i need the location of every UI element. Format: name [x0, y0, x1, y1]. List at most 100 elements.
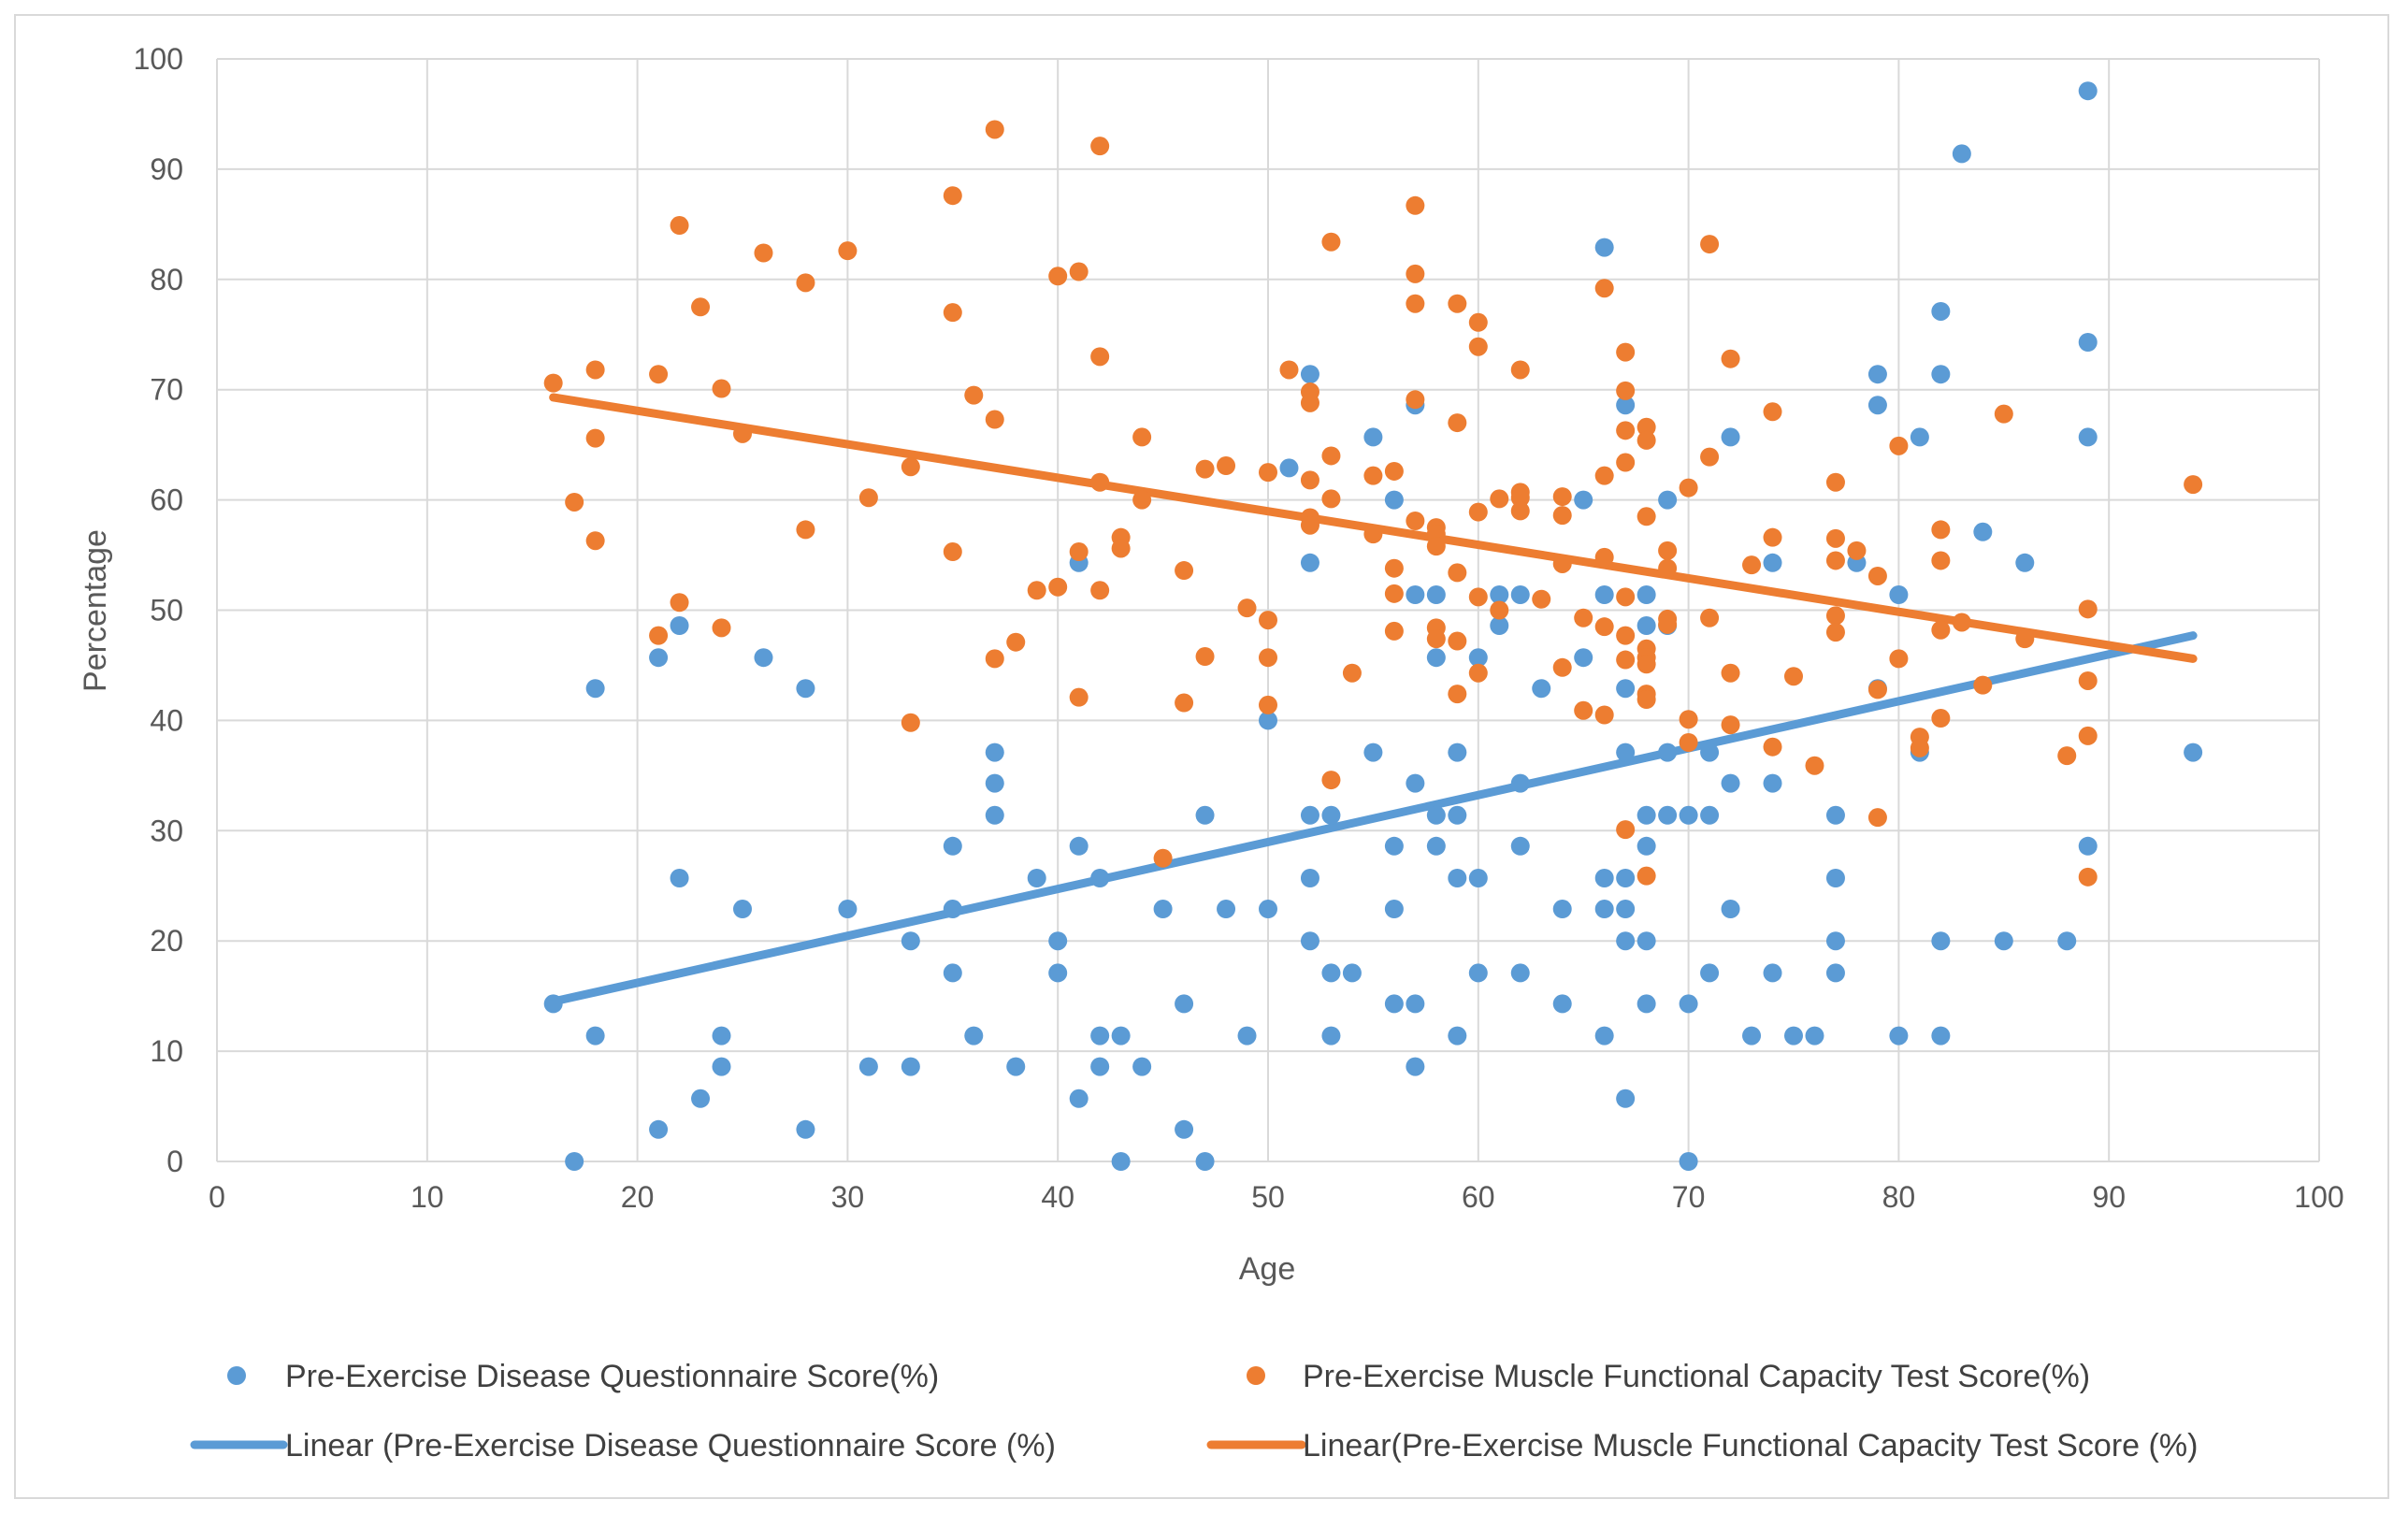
legend-item-disease-questionnaire[interactable]: Pre-Exercise Disease Questionnaire Score… [227, 1359, 939, 1394]
point-muscle-capacity[interactable] [1594, 279, 1614, 298]
point-disease-questionnaire[interactable] [649, 648, 669, 668]
point-muscle-capacity[interactable] [1384, 621, 1404, 641]
point-muscle-capacity[interactable] [1616, 381, 1636, 400]
point-disease-questionnaire[interactable] [1658, 805, 1678, 825]
point-disease-questionnaire[interactable] [1321, 805, 1341, 825]
point-disease-questionnaire[interactable] [1490, 616, 1509, 636]
point-disease-questionnaire[interactable] [1321, 963, 1341, 983]
point-muscle-capacity[interactable] [1867, 680, 1887, 699]
point-muscle-capacity[interactable] [1363, 525, 1383, 544]
point-muscle-capacity[interactable] [1175, 693, 1194, 713]
point-muscle-capacity[interactable] [985, 120, 1004, 139]
point-muscle-capacity[interactable] [1237, 598, 1257, 618]
point-muscle-capacity[interactable] [1384, 558, 1404, 578]
point-muscle-capacity[interactable] [2057, 746, 2077, 766]
point-disease-questionnaire[interactable] [1406, 773, 1425, 793]
point-disease-questionnaire[interactable] [1300, 805, 1319, 825]
point-muscle-capacity[interactable] [1027, 581, 1046, 600]
point-muscle-capacity[interactable] [1637, 866, 1656, 886]
point-disease-questionnaire[interactable] [1448, 743, 1467, 762]
point-disease-questionnaire[interactable] [1195, 1152, 1215, 1171]
point-muscle-capacity[interactable] [1259, 463, 1277, 483]
point-muscle-capacity[interactable] [1637, 507, 1656, 526]
point-muscle-capacity[interactable] [1259, 611, 1277, 630]
point-muscle-capacity[interactable] [1069, 687, 1089, 707]
point-disease-questionnaire[interactable] [1616, 900, 1636, 919]
point-muscle-capacity[interactable] [1574, 608, 1593, 627]
point-disease-questionnaire[interactable] [1426, 805, 1446, 825]
point-muscle-capacity[interactable] [1552, 554, 1572, 573]
point-muscle-capacity[interactable] [1700, 447, 1720, 467]
point-disease-questionnaire[interactable] [1658, 490, 1678, 510]
point-disease-questionnaire[interactable] [1721, 427, 1740, 447]
point-muscle-capacity[interactable] [1363, 466, 1383, 485]
point-muscle-capacity[interactable] [1069, 262, 1089, 281]
point-muscle-capacity[interactable] [1574, 700, 1593, 720]
point-disease-questionnaire[interactable] [1090, 868, 1110, 887]
point-disease-questionnaire[interactable] [649, 1119, 669, 1139]
point-muscle-capacity[interactable] [1090, 347, 1110, 367]
point-muscle-capacity[interactable] [1931, 551, 1951, 570]
point-disease-questionnaire[interactable] [2078, 427, 2098, 447]
point-disease-questionnaire[interactable] [1552, 900, 1572, 919]
point-muscle-capacity[interactable] [1510, 501, 1530, 521]
point-disease-questionnaire[interactable] [2078, 836, 2098, 856]
point-muscle-capacity[interactable] [1616, 820, 1636, 840]
point-muscle-capacity[interactable] [1259, 695, 1277, 714]
point-disease-questionnaire[interactable] [1300, 931, 1319, 951]
point-muscle-capacity[interactable] [943, 303, 962, 323]
point-disease-questionnaire[interactable] [1825, 931, 1845, 951]
point-disease-questionnaire[interactable] [1153, 900, 1173, 919]
point-disease-questionnaire[interactable] [1490, 584, 1509, 604]
point-muscle-capacity[interactable] [1448, 631, 1467, 651]
point-disease-questionnaire[interactable] [1448, 805, 1467, 825]
point-muscle-capacity[interactable] [1406, 512, 1425, 531]
point-disease-questionnaire[interactable] [1195, 805, 1215, 825]
point-muscle-capacity[interactable] [1742, 555, 1762, 575]
point-muscle-capacity[interactable] [670, 216, 689, 236]
point-disease-questionnaire[interactable] [1700, 743, 1720, 762]
point-muscle-capacity[interactable] [712, 618, 731, 638]
point-disease-questionnaire[interactable] [1552, 994, 1572, 1014]
point-disease-questionnaire[interactable] [1426, 648, 1446, 668]
point-disease-questionnaire[interactable] [1468, 963, 1488, 983]
point-muscle-capacity[interactable] [585, 531, 605, 551]
point-disease-questionnaire[interactable] [1574, 490, 1593, 510]
point-muscle-capacity[interactable] [1426, 629, 1446, 649]
point-disease-questionnaire[interactable] [1279, 458, 1299, 478]
point-muscle-capacity[interactable] [985, 649, 1004, 669]
point-muscle-capacity[interactable] [1132, 490, 1152, 510]
point-disease-questionnaire[interactable] [1867, 365, 1887, 384]
point-disease-questionnaire[interactable] [1468, 868, 1488, 887]
point-muscle-capacity[interactable] [1637, 689, 1656, 709]
point-muscle-capacity[interactable] [1679, 732, 1698, 752]
point-disease-questionnaire[interactable] [1616, 1089, 1636, 1108]
point-disease-questionnaire[interactable] [1867, 396, 1887, 415]
point-muscle-capacity[interactable] [796, 273, 815, 293]
point-muscle-capacity[interactable] [1468, 663, 1488, 683]
point-disease-questionnaire[interactable] [1406, 1057, 1425, 1076]
point-disease-questionnaire[interactable] [1637, 805, 1656, 825]
point-disease-questionnaire[interactable] [1048, 931, 1068, 951]
point-disease-questionnaire[interactable] [1426, 836, 1446, 856]
point-muscle-capacity[interactable] [838, 241, 858, 261]
point-muscle-capacity[interactable] [1910, 738, 1929, 757]
point-muscle-capacity[interactable] [901, 713, 920, 732]
point-disease-questionnaire[interactable] [1090, 1057, 1110, 1076]
point-muscle-capacity[interactable] [1805, 756, 1824, 775]
point-disease-questionnaire[interactable] [1825, 805, 1845, 825]
point-disease-questionnaire[interactable] [1994, 931, 2013, 951]
point-disease-questionnaire[interactable] [1700, 805, 1720, 825]
point-muscle-capacity[interactable] [712, 379, 731, 398]
point-muscle-capacity[interactable] [1952, 613, 1971, 632]
point-disease-questionnaire[interactable] [1468, 648, 1488, 668]
point-disease-questionnaire[interactable] [1889, 1026, 1909, 1045]
point-disease-questionnaire[interactable] [943, 900, 962, 919]
point-muscle-capacity[interactable] [649, 365, 669, 384]
point-muscle-capacity[interactable] [1069, 542, 1089, 562]
point-muscle-capacity[interactable] [1721, 663, 1740, 683]
point-muscle-capacity[interactable] [691, 297, 711, 317]
point-disease-questionnaire[interactable] [1594, 868, 1614, 887]
point-muscle-capacity[interactable] [1448, 563, 1467, 583]
legend-item-muscle-trendline[interactable]: Linear(Pre-Exercise Muscle Functional Ca… [1206, 1428, 2198, 1464]
